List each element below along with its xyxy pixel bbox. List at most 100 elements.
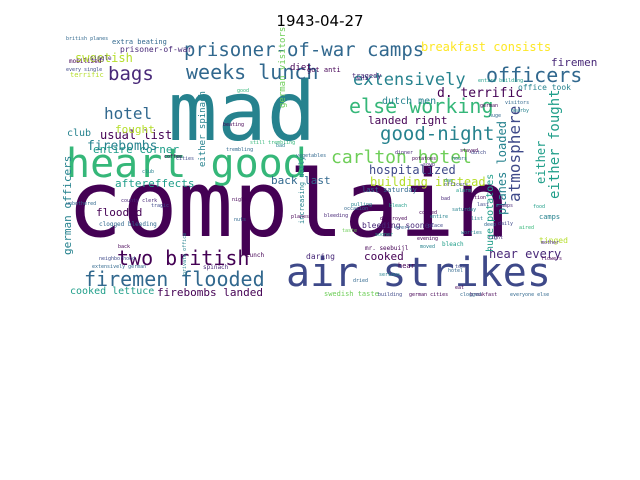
cloud-word: flooded (96, 206, 142, 219)
cloud-word: hospitalized (369, 163, 456, 177)
cloud-word: sat (493, 233, 502, 239)
cloud-word: breakfast consists (421, 40, 551, 54)
cloud-word: diet (290, 63, 312, 73)
cloud-word: hotel (104, 104, 152, 123)
cloud-word: german officers (61, 156, 74, 255)
cloud-word: place (428, 223, 443, 229)
cloud-word: hotel (448, 268, 463, 274)
cloud-word: nearby (511, 108, 529, 114)
cloud-word: hours (452, 156, 467, 162)
cloud-word: d. terrific (437, 86, 523, 101)
cloud-word: dried (353, 278, 368, 284)
cloud-word: german (480, 103, 498, 109)
cloud-word: took (455, 264, 467, 270)
cloud-word: county clerk (121, 198, 157, 204)
cloud-word: german visitors (278, 27, 288, 108)
cloud-word: list (471, 216, 483, 222)
cloud-word: last saturday (362, 186, 417, 194)
cloud-word: back (118, 244, 130, 250)
cloud-word: landed right (368, 114, 447, 127)
cloud-word: tinged (539, 236, 568, 245)
cloud-word: officers (486, 63, 582, 87)
cloud-word: atmosphere (505, 106, 524, 202)
cloud-word: aired (519, 225, 534, 231)
cloud-word: firemen flooded (84, 267, 265, 291)
cloud-word: nuts (234, 217, 246, 223)
cloud-word: carlton hotel (331, 147, 472, 168)
cloud-word: mr. seebuijl (365, 245, 409, 252)
cloud-word: club (142, 169, 154, 175)
cloud-word: ration (468, 195, 486, 201)
cloud-word: stayed (460, 148, 478, 154)
cloud-word: building (378, 292, 402, 298)
cloud-word: huge potatoes (485, 174, 496, 252)
cloud-word: eat (455, 285, 464, 291)
cloud-word: either spinach (198, 91, 208, 167)
cloud-word: good-night (380, 123, 494, 145)
cloud-word: potatoes (412, 156, 436, 162)
cloud-word: night (232, 197, 247, 203)
cloud-word: good (237, 88, 249, 94)
cloud-word: cooked lettuce (70, 286, 154, 297)
cloud-word: dan (444, 178, 453, 184)
cloud-word: evening (417, 236, 438, 242)
cloud-word: british planes (66, 36, 108, 42)
cloud-word: daring (306, 252, 335, 261)
cloud-word: prisoner-of-war camps (184, 39, 424, 61)
cloud-word: two british (117, 246, 249, 270)
cloud-word: bad (276, 143, 285, 149)
cloud-word: firebombs (87, 139, 157, 154)
cloud-word: dinner (395, 150, 413, 156)
cloud-word: planes loaded (495, 121, 509, 215)
cloud-word: everyone else (510, 292, 549, 298)
cloud-word: fought (115, 123, 155, 136)
cloud-word: trembling (226, 147, 253, 153)
cloud-word: extensively (353, 70, 466, 90)
cloud-word: deep (484, 222, 496, 228)
cloud-word: hear every (489, 247, 561, 261)
cloud-word: entire building (478, 78, 523, 84)
cloud-word: cities (176, 156, 194, 162)
cloud-word: usual list (100, 128, 172, 142)
cloud-word: sweetish (75, 51, 133, 65)
cloud-word: cooked (419, 210, 437, 216)
cloud-word: clogged (460, 292, 481, 298)
cloud-word: clogged bleeding (99, 221, 157, 228)
cloud-word: visitors (505, 100, 529, 106)
cloud-word: vegetables (296, 153, 326, 159)
cloud-word: every single (66, 67, 102, 73)
cloud-word: got anti (307, 66, 341, 74)
cloud-word: building instead (370, 175, 486, 189)
cloud-word: entire (430, 214, 448, 220)
cloud-word: heart good (66, 141, 307, 187)
cloud-word: single (90, 55, 112, 62)
cloud-word: spinach (203, 264, 229, 271)
cloud-word: increasing daily (298, 157, 306, 224)
cloud-word: huge (489, 113, 501, 119)
cloud-word: private office (182, 233, 188, 275)
cloud-word: officers (444, 182, 468, 188)
cloud-word: mad (168, 65, 316, 160)
cloud-word: air strikes (286, 250, 551, 296)
cloud-word: breakfast (470, 292, 497, 298)
cloud-word: every (395, 225, 410, 231)
cloud-word: else working (349, 94, 494, 118)
cloud-word: pulling (351, 202, 372, 208)
cloud-word: terrific (70, 71, 104, 79)
cloud-word: bleach (389, 203, 407, 209)
cloud-word: mother (541, 240, 559, 246)
cloud-word: right (488, 235, 503, 241)
cloud-word: entire corner (93, 143, 179, 156)
cloud-word: flowers (541, 256, 562, 262)
cloud-word: german cities (409, 292, 448, 298)
figure-title: 1943-04-27 (276, 12, 364, 30)
cloud-word: bleeding (324, 213, 348, 219)
cloud-word: firemen (551, 56, 597, 69)
cloud-word: office took (518, 83, 571, 92)
cloud-word: occasion (344, 206, 368, 212)
cloud-word: back last (271, 174, 331, 187)
cloud-word: destroyed (380, 216, 407, 222)
cloud-word: bleach (442, 241, 464, 248)
cloud-word: cooked (364, 250, 404, 263)
